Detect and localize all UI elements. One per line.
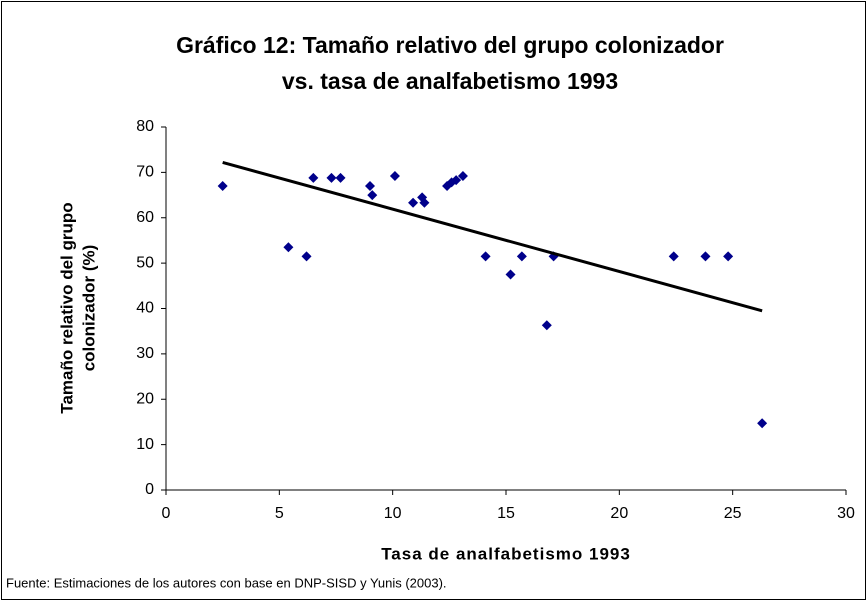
y-tick-label: 80: [136, 118, 154, 135]
scatter-point: [419, 197, 430, 208]
scatter-point: [757, 418, 768, 429]
x-tick-label: 25: [724, 505, 742, 522]
scatter-point: [541, 320, 552, 331]
scatter-point: [505, 269, 516, 280]
scatter-point: [217, 180, 228, 191]
x-tick-label: 20: [610, 505, 628, 522]
scatter-point: [308, 172, 319, 183]
scatter-point: [668, 251, 679, 262]
scatter-point: [365, 180, 375, 191]
y-tick-label: 0: [145, 481, 154, 498]
scatter-point: [451, 175, 462, 186]
scatter-point: [516, 251, 527, 262]
scatter-point: [301, 251, 312, 262]
y-axis-label: Tamaño relativo del grupo: [57, 202, 76, 413]
y-tick-label: 70: [136, 164, 154, 181]
chart-title: vs. tasa de analfabetismo 1993: [282, 68, 618, 94]
scatter-point: [457, 171, 468, 182]
x-tick-label: 0: [162, 505, 171, 522]
y-tick-label: 10: [136, 436, 154, 453]
source-note: Fuente: Estimaciones de los autores con …: [6, 575, 447, 590]
scatter-point: [700, 251, 711, 262]
x-tick-label: 15: [497, 505, 515, 522]
scatter-point: [389, 171, 400, 182]
y-axis-label: colonizador (%): [79, 245, 98, 372]
scatter-point: [326, 172, 337, 183]
trend-line: [222, 160, 763, 313]
scatter-point: [408, 197, 419, 208]
y-tick-label: 30: [136, 345, 154, 362]
x-axis-label: Tasa de analfabetismo 1993: [381, 544, 631, 563]
y-tick-label: 60: [136, 209, 154, 226]
scatter-point: [723, 251, 734, 262]
y-tick-label: 40: [136, 300, 154, 317]
scatter-point: [283, 242, 294, 253]
chart-title: Gráfico 12: Tamaño relativo del grupo co…: [176, 32, 724, 58]
x-tick-label: 30: [837, 505, 855, 522]
scatter-point: [335, 172, 346, 183]
y-tick-label: 20: [136, 390, 154, 407]
y-tick-label: 50: [136, 254, 154, 271]
x-tick-label: 10: [384, 505, 402, 522]
scatter-point: [367, 190, 378, 201]
x-tick-label: 5: [275, 505, 284, 522]
scatter-point: [480, 251, 491, 262]
